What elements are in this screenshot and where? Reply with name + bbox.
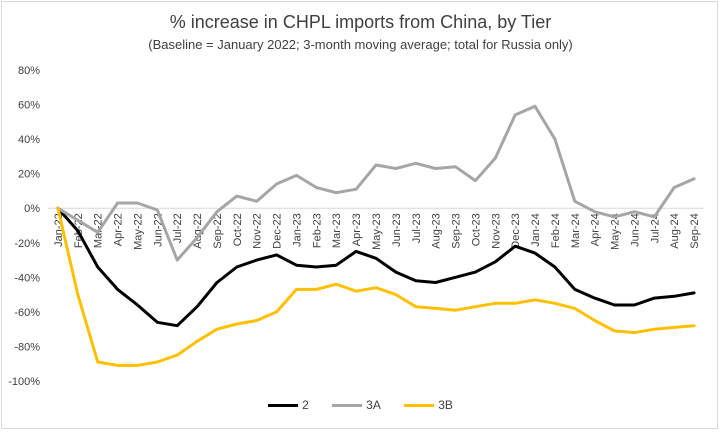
x-tick-label: May-22 [132,213,144,250]
x-tick-label: Jan-23 [291,213,303,247]
x-tick-label: Nov-23 [490,213,502,248]
series-line-3a [56,104,696,262]
x-tick-label: Sep-22 [212,213,224,248]
legend-item-3b: 3B [404,398,453,412]
x-tick-label: Oct-23 [470,213,482,246]
y-tick-label: -40% [14,272,40,284]
x-tick-label: Jul-24 [649,213,661,243]
series-line-3b [56,206,696,367]
x-tick-label: Aug-23 [431,213,443,248]
y-tick-label: 0% [24,203,40,215]
y-tick-label: -80% [14,341,40,353]
y-tick-label: -100% [8,376,40,388]
legend-label-3b: 3B [438,398,453,412]
x-tick-label: Mar-23 [331,213,343,248]
legend-item-3a: 3A [332,398,381,412]
legend-swatch-3b [404,404,435,408]
y-tick-label: -20% [14,238,40,250]
chart-title: % increase in CHPL imports from China, b… [169,12,552,32]
legend-swatch-3a [332,404,363,408]
x-tick-label: Sep-24 [689,213,701,248]
x-tick-label: Jul-22 [172,213,184,243]
chart-subtitle: (Baseline = January 2022; 3-month moving… [148,37,573,52]
legend-label-3a: 3A [366,398,381,412]
x-tick-label: Jun-23 [391,213,403,247]
x-tick-label: Jul-23 [411,213,423,243]
x-tick-label: Mar-24 [570,213,582,248]
legend-item-2: 2 [268,398,309,412]
x-tick-label: Feb-23 [311,213,323,248]
x-tick-label: May-23 [371,213,383,250]
x-tick-label: Jun-24 [629,213,641,247]
x-tick-label: Apr-24 [590,213,602,246]
legend-swatch-2 [268,404,299,408]
y-tick-label: 80% [18,65,40,77]
x-tick-label: Feb-24 [550,213,562,248]
y-tick-label: 60% [18,100,40,112]
series-line-2 [56,206,696,328]
x-tick-label: Nov-22 [252,213,264,248]
series-lines [56,104,696,367]
legend: 2 3A 3B [0,398,721,412]
x-tick-label: Dec-22 [272,213,284,248]
x-tick-label: Aug-24 [669,213,681,248]
y-axis: 80% 60% 40% 20% 0% -20% -40% -60% -80% -100% [8,65,40,388]
x-tick-label: Oct-22 [232,213,244,246]
y-tick-label: 20% [18,169,40,181]
x-tick-label: Sep-23 [451,213,463,248]
y-tick-label: 40% [18,134,40,146]
x-tick-label: Apr-23 [351,213,363,246]
x-tick-label: Jan-24 [530,213,542,247]
x-tick-label: Apr-22 [113,213,125,246]
x-tick-label: Jun-22 [152,213,164,247]
y-tick-label: -60% [14,307,40,319]
x-tick-label: May-24 [610,213,622,250]
legend-label-2: 2 [302,398,309,412]
x-tick-label: Dec-23 [510,213,522,248]
